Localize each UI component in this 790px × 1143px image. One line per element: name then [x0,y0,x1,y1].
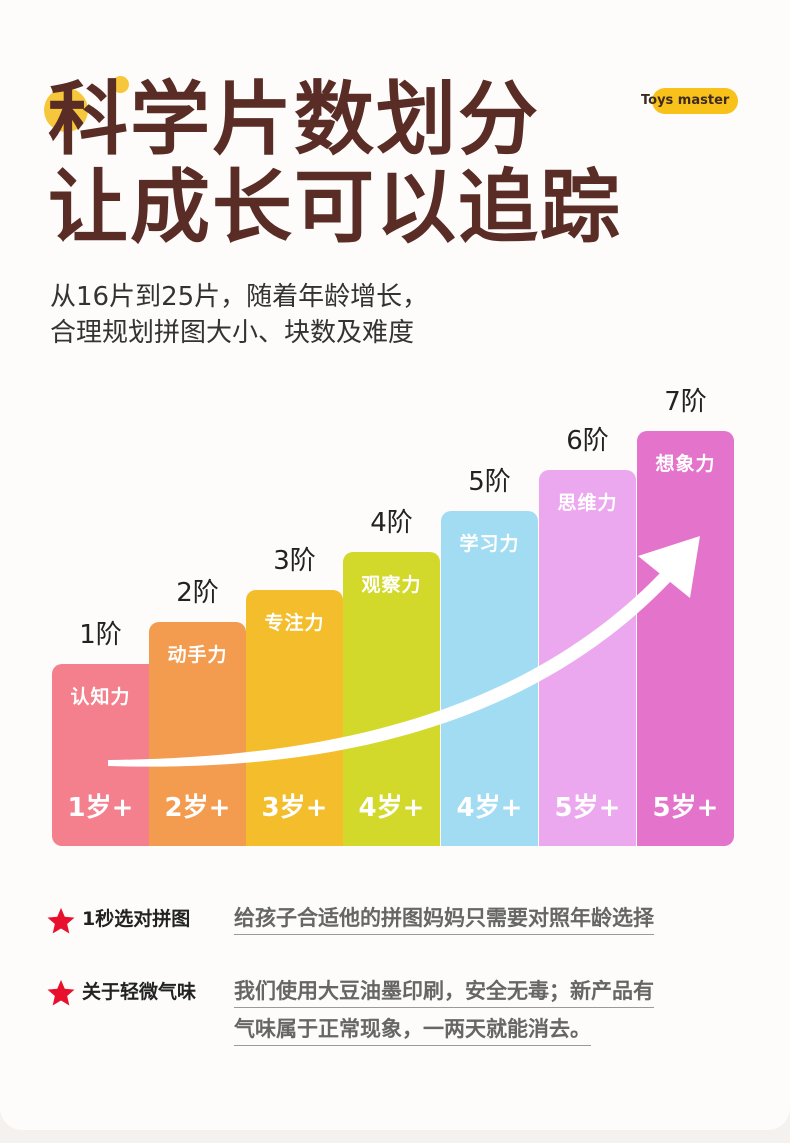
subtitle-line-1: 从16片到25片，随着年龄增长， [50,282,429,312]
stage-level-label: 2阶 [176,578,219,608]
star-icon [47,907,75,934]
stage-level-label: 4阶 [370,508,413,538]
stage-age-label: 3岁+ [261,793,328,823]
stage-age-label: 5岁+ [554,793,621,823]
stage-age-label: 2岁+ [164,793,231,823]
stage-skill-label: 学习力 [459,533,520,555]
brand-badge [652,88,738,114]
decorative-yellow-dot [44,88,88,132]
stage-level-label: 7阶 [664,387,707,417]
stage-level-label: 3阶 [273,546,316,576]
stage-skill-label: 思维力 [557,492,618,514]
note-text-line: 气味属于正常现象，一两天就能消去。 [234,1019,591,1046]
note-text-line: 我们使用大豆油墨印刷，安全无毒；新产品有 [234,981,654,1008]
stage-age-label: 4岁+ [456,793,523,823]
headline-line-2: 让成长可以追踪 [48,161,622,254]
note-title: 关于轻微气味 [82,981,197,1003]
stage-skill-label: 动手力 [167,644,228,666]
stage-bar-4 [343,552,440,846]
stage-age-label: 5岁+ [652,793,719,823]
note-title: 1秒选对拼图 [82,908,191,930]
note-text-line: 给孩子合适他的拼图妈妈只需要对照年龄选择 [234,908,654,935]
stage-level-label: 5阶 [468,467,511,497]
stage-bar-2 [149,622,246,846]
stage-skill-label: 想象力 [655,453,716,475]
stage-bar-7 [637,431,734,846]
stage-bar-3 [246,590,343,846]
decorative-small-yellow-dot [112,76,129,93]
stage-age-label: 1岁+ [67,793,134,823]
subtitle-line-2: 合理规划拼图大小、块数及难度 [50,318,415,348]
stage-bar-1 [52,664,149,846]
stage-skill-label: 观察力 [361,574,422,596]
headline-line-1: 科学片数划分 [48,73,540,166]
stage-skill-label: 专注力 [264,612,325,634]
stage-age-label: 4岁+ [358,793,425,823]
stage-skill-label: 认知力 [70,686,131,708]
stage-level-label: 6阶 [566,426,609,456]
stage-level-label: 1阶 [79,620,122,650]
brand-name: Toys master [641,93,730,108]
star-icon [47,979,75,1006]
